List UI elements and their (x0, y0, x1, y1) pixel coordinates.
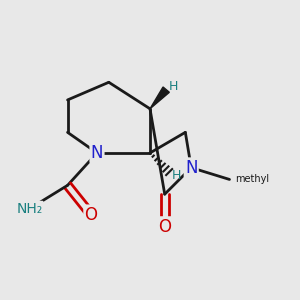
Polygon shape (150, 87, 169, 109)
Text: O: O (158, 218, 171, 236)
Text: NH₂: NH₂ (16, 202, 42, 216)
Text: H: H (172, 169, 181, 182)
Text: H: H (169, 80, 178, 93)
Text: N: N (91, 144, 103, 162)
Text: O: O (85, 206, 98, 224)
Text: methyl: methyl (236, 174, 269, 184)
Text: N: N (185, 159, 197, 177)
